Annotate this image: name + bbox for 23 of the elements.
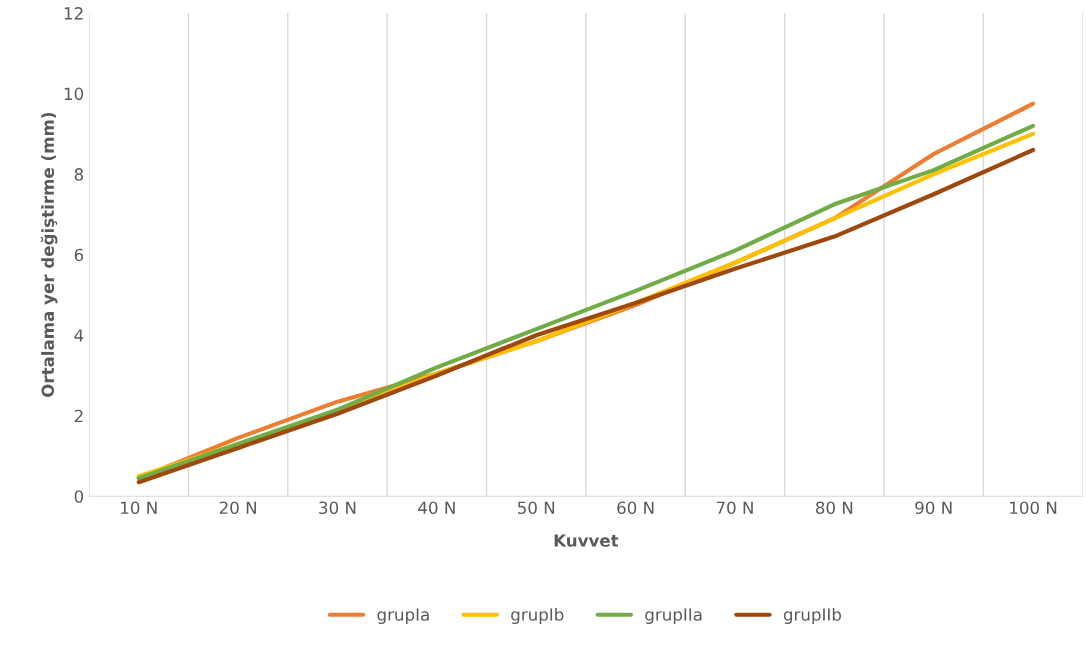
legend-label: grupIIb [783, 607, 842, 625]
legend-label: grupIb [511, 607, 564, 625]
x-tick-label: 50 N [518, 501, 555, 515]
x-tick-label: 10 N [121, 501, 157, 515]
y-tick-label: 12 [64, 7, 83, 20]
y-tick-label: 6 [74, 248, 84, 262]
y-axis-title: Ortalama yer değiştirme (mm) [40, 112, 58, 397]
y-tick-label: 2 [74, 409, 83, 423]
x-tick-label: 80 N [815, 501, 853, 515]
legend-label: grupIa [377, 608, 429, 625]
x-tick-label: 20 N [219, 501, 256, 515]
legend-label: grupIIa [645, 608, 702, 625]
x-tick-label: 100 N [1010, 501, 1057, 515]
y-tick-label: 0 [74, 490, 84, 503]
x-tick-label: 70 N [716, 501, 753, 515]
x-tick-label: 40 N [418, 501, 455, 515]
y-tick-label: 8 [74, 168, 84, 181]
x-tick-label: 30 N [319, 501, 356, 515]
x-tick-label: 60 N [617, 501, 654, 515]
x-axis-title: Kuvvet [554, 534, 619, 547]
x-tick-label: 90 N [915, 501, 952, 515]
y-tick-label: 4 [74, 329, 84, 342]
y-tick-label: 10 [64, 87, 84, 101]
